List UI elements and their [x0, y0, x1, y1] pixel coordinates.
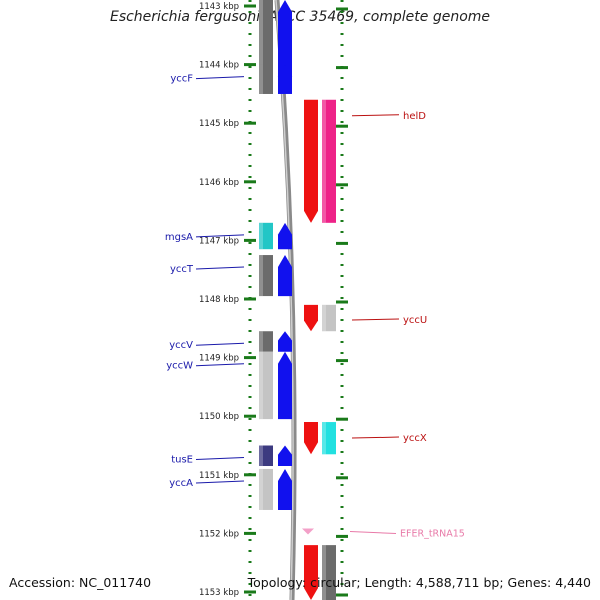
gene-arrow-reverse: [278, 222, 292, 250]
scale-tick-label: 1149 kbp: [199, 354, 239, 364]
gene-label-yccV: yccV: [169, 340, 193, 351]
gene-label-yccU: yccU: [403, 315, 427, 326]
scale-tick-label: 1147 kbp: [199, 236, 239, 246]
gene-label-yccF: yccF: [170, 74, 193, 85]
accession-label: Accession: NC_011740: [9, 575, 152, 590]
gene-cog-block: [259, 255, 273, 297]
scale-tick-label: 1143 kbp: [199, 2, 239, 12]
scale-tick-label: 1145 kbp: [199, 119, 239, 129]
gene-cog-shade: [322, 99, 326, 223]
gene-cog-shade: [322, 304, 326, 332]
gene-label-yccA: yccA: [169, 478, 193, 489]
gene-cog-block: [259, 331, 273, 352]
gene-leader-line: [195, 457, 245, 460]
gene-cog-shade: [259, 351, 263, 420]
gene-label-yccX: yccX: [403, 433, 427, 444]
gene-leader-line: [195, 480, 245, 484]
scale-tick-label: 1152 kbp: [199, 529, 239, 539]
gene-leader-line: [195, 76, 245, 80]
gene-arrow-reverse: [278, 445, 292, 467]
gene-cog-block: [322, 422, 336, 455]
gene-arrow-forward: [304, 545, 318, 600]
gene-label-yccT: yccT: [170, 264, 194, 275]
gene-arrow-reverse: [278, 351, 292, 420]
gene-arrow-forward: [304, 304, 318, 332]
gene-label-tusE: tusE: [171, 455, 193, 466]
genome-summary-label: Topology: circular; Length: 4,588,711 bp…: [247, 575, 591, 590]
gene-leader-line: [349, 530, 397, 534]
gene-cog-block: [259, 468, 273, 510]
gene-cog-shade: [322, 422, 326, 455]
scale-tick-label: 1146 kbp: [199, 178, 239, 188]
gene-cog-shade: [259, 222, 263, 250]
gene-cog-shade: [259, 445, 263, 467]
gene-cog-block: [322, 99, 336, 223]
scale-tick-label: 1153 kbp: [199, 588, 239, 598]
scale-tick-label: 1144 kbp: [199, 61, 239, 71]
gene-cog-shade: [259, 331, 263, 352]
gene-cog-block: [322, 545, 336, 600]
gene-arrow-forward: [304, 99, 318, 223]
gene-cog-block: [259, 445, 273, 467]
gene-cog-shade: [259, 255, 263, 297]
gene-leader-line: [195, 363, 245, 367]
gene-label-EFER_tRNA15: EFER_tRNA15: [400, 528, 465, 539]
gene-cog-shade: [322, 545, 326, 600]
gene-leader-line: [351, 318, 400, 321]
map-title: Escherichia fergusonii ATCC 35469, compl…: [109, 9, 491, 25]
gene-cog-block: [259, 351, 273, 420]
gene-leader-line: [351, 114, 400, 117]
gene-label-mgsA: mgsA: [165, 232, 193, 243]
gene-cog-block: [259, 222, 273, 250]
gene-cog-shade: [259, 468, 263, 510]
gene-leader-line: [195, 342, 245, 346]
gene-label-helD: helD: [403, 111, 426, 122]
gene-arrow-reverse: [278, 0, 292, 94]
scale-tick-label: 1150 kbp: [199, 412, 239, 422]
scale-tick-label: 1148 kbp: [199, 295, 239, 305]
gene-label-yccW: yccW: [166, 361, 193, 372]
gene-arrow-reverse: [278, 468, 292, 510]
gene-leader-line: [351, 436, 400, 439]
gene-cog-block: [322, 304, 336, 332]
gene-cog-shade: [259, 64, 263, 94]
gene-arrow-reverse: [278, 64, 292, 94]
gene-cog-shade: [259, 0, 263, 94]
gene-leader-line: [195, 234, 245, 238]
gene-arrow-forward: [304, 422, 318, 455]
gene-leader-line: [195, 266, 245, 270]
gene-cog-block: [259, 64, 273, 94]
gene-arrow-reverse: [278, 255, 292, 297]
gene-arrow-reverse: [278, 331, 292, 352]
trna-marker: [302, 528, 314, 535]
scale-tick-label: 1151 kbp: [199, 471, 239, 481]
